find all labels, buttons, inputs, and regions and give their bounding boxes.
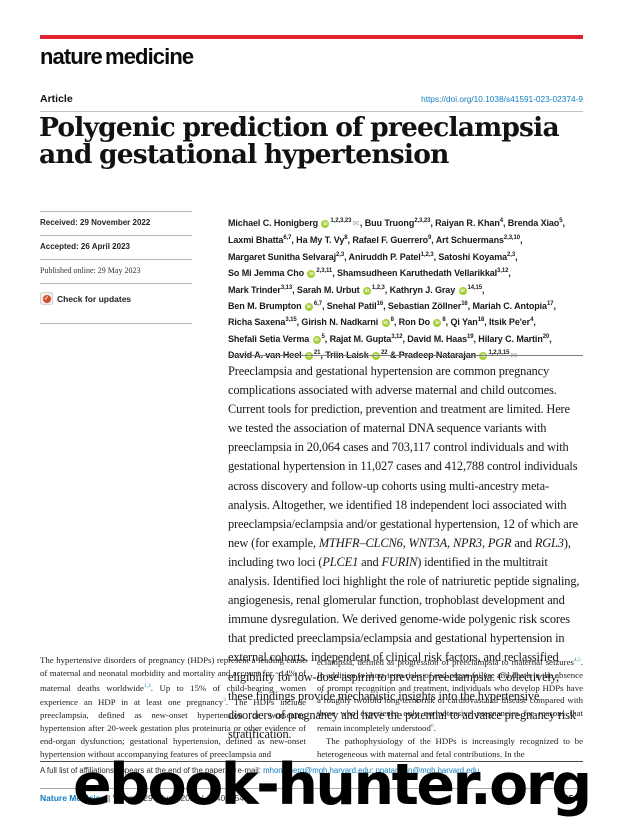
doi-link[interactable]: https://doi.org/10.1038/s41591-023-02374…: [421, 94, 583, 104]
author-superscript: 2,3,10: [503, 235, 520, 242]
body-columns: The hypertensive disorders of pregnancy …: [40, 654, 583, 761]
author-list: Michael C. Honigberg iD 1,2,3,23✉, Buu Tr…: [228, 214, 586, 364]
journal-footer: Nature Medicine | Volume 29 | June 2023 …: [40, 793, 583, 803]
orcid-icon[interactable]: iD: [433, 319, 442, 328]
masthead-red-rule: [40, 35, 583, 39]
email-link[interactable]: mhonigberg@mgh.harvard.edu: [263, 766, 372, 775]
footer-divider: [40, 761, 583, 762]
author-superscript: 6,7: [283, 235, 292, 242]
body-paragraph: eclampsia, defined as progression of pre…: [317, 656, 583, 734]
orcid-icon[interactable]: iD: [304, 303, 313, 312]
orcid-icon[interactable]: iD: [307, 270, 316, 279]
page-title: Polygenic prediction of preeclampsia and…: [39, 112, 560, 170]
author-line: Laxmi Bhatta6,7, Ha My T. Vy8, Rafael F.…: [228, 235, 523, 246]
orcid-icon[interactable]: iD: [362, 286, 371, 295]
body-column-left: The hypertensive disorders of pregnancy …: [40, 654, 306, 761]
email-link[interactable]: pnatarajan@mgh.harvard.edu: [375, 766, 480, 775]
abstract-text: Preeclampsia and gestational hypertensio…: [228, 364, 580, 741]
author-superscript: 14,15: [467, 284, 483, 291]
author-superscript: 4: [530, 317, 534, 324]
author-superscript: 3,12: [497, 268, 509, 275]
author-superscript: 3,15: [285, 317, 297, 324]
author-superscript: 8: [344, 235, 348, 242]
author-superscript: 2,3,11: [316, 268, 333, 275]
author-superscript: 21: [313, 350, 321, 357]
author-superscript: 16: [376, 301, 384, 308]
author-line: Shefali Setia Verma iD 5, Rajat M. Gupta3…: [228, 333, 552, 344]
article-info-item: Published online: 29 May 2023: [40, 259, 192, 283]
nature-medicine-logo: nature medicine: [40, 44, 194, 69]
author-superscript: 1,2,3: [420, 251, 434, 258]
kicker-row: Article https://doi.org/10.1038/s41591-0…: [40, 93, 583, 105]
author-line: Richa Saxena3,15, Girish N. Nadkarni iD 8…: [228, 317, 536, 328]
article-info-item: Received: 29 November 2022: [40, 211, 192, 235]
page-number: 1540: [564, 793, 583, 803]
author-superscript: 3,13: [280, 284, 293, 291]
orcid-icon[interactable]: iD: [312, 335, 321, 344]
author-line: So Mi Jemma Cho iD 2,3,11, Shamsudheen Ka…: [228, 268, 511, 279]
journal-name[interactable]: Nature Medicine: [40, 793, 106, 803]
mail-icon[interactable]: ✉: [352, 219, 359, 228]
abstract-divider: [228, 355, 583, 356]
orcid-icon[interactable]: iD: [321, 220, 330, 228]
author-superscript: 2,3: [336, 251, 345, 258]
author-superscript: 1,2,3: [371, 284, 385, 291]
author-superscript: 17: [546, 301, 554, 308]
orcid-icon[interactable]: iD: [381, 319, 390, 328]
crossmark-icon: ✓: [40, 292, 53, 305]
author-superscript: 3,12: [391, 333, 403, 340]
orcid-icon[interactable]: iD: [304, 352, 313, 361]
author-superscript: 2,3: [507, 251, 516, 258]
article-kicker: Article: [40, 93, 73, 105]
author-superscript: 16: [461, 301, 468, 308]
body-column-right: eclampsia, defined as progression of pre…: [317, 654, 583, 761]
check-for-updates-label: Check for updates: [57, 293, 132, 304]
author-line: Michael C. Honigberg iD 1,2,3,23✉, Buu Tr…: [228, 218, 565, 228]
author-superscript: 4: [499, 218, 503, 224]
author-superscript: 19: [467, 333, 474, 340]
article-info-panel: Received: 29 November 2022 Accepted: 26 A…: [40, 211, 192, 324]
ebook-hunter-watermark: ebook-hunter.org: [73, 752, 592, 818]
author-superscript: 20: [542, 333, 550, 340]
orcid-icon[interactable]: iD: [458, 286, 467, 295]
journal-line-divider: [40, 788, 583, 789]
author-superscript: 5: [559, 218, 563, 224]
orcid-icon[interactable]: iD: [479, 352, 488, 361]
affiliation-note: A full list of affiliations appears at t…: [40, 766, 480, 775]
author-superscript: 8: [442, 317, 446, 324]
author-superscript: 18: [477, 317, 485, 324]
author-superscript: 1,2,3,15: [488, 350, 510, 357]
author-superscript: 8: [390, 317, 394, 324]
mail-icon[interactable]: ✉: [229, 766, 237, 775]
journal-issue: | Volume 29 | June 2023 | 1540–1549: [105, 793, 249, 803]
author-superscript: 22: [381, 350, 388, 357]
author-superscript: 5: [321, 333, 325, 340]
header-divider: [40, 111, 583, 112]
body-paragraph: The hypertensive disorders of pregnancy …: [40, 655, 306, 759]
author-superscript: 9: [428, 235, 432, 242]
author-line: Ben M. Brumpton iD 6,7, Snehal Patil16, S…: [228, 301, 556, 312]
article-info-item: Accepted: 26 April 2023: [40, 235, 192, 259]
author-superscript: 6,7: [313, 301, 322, 308]
author-line: Margaret Sunitha Selvaraj2,3, Aniruddh P…: [228, 251, 518, 262]
journal-citation: Nature Medicine | Volume 29 | June 2023 …: [40, 793, 249, 803]
orcid-icon[interactable]: iD: [372, 352, 381, 361]
author-superscript: 1,2,3,23: [330, 218, 352, 224]
check-for-updates-button[interactable]: ✓ Check for updates: [40, 283, 192, 323]
author-line: Mark Trinder3,13, Sarah M. Urbut iD 1,2,3…: [228, 284, 485, 295]
author-superscript: 2,3,23: [414, 218, 431, 224]
body-paragraph: The pathophysiology of the HDPs is incre…: [317, 735, 583, 759]
